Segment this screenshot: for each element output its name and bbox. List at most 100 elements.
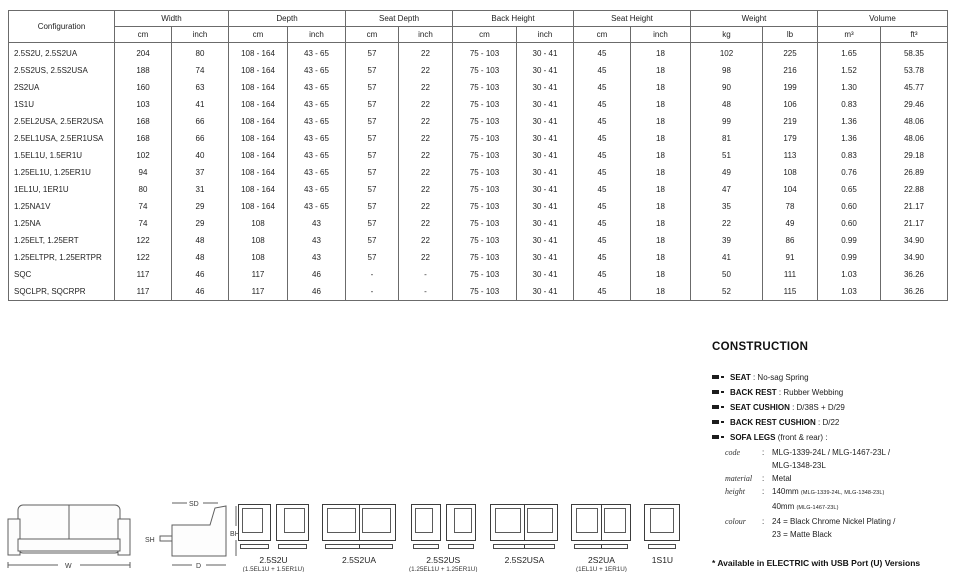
table-cell: 22 — [398, 113, 453, 130]
table-cell: 46 — [287, 283, 346, 301]
construction-item-label: BACK REST — [730, 388, 777, 397]
table-cell: 46 — [171, 266, 229, 283]
table-cell: 37 — [171, 164, 229, 181]
table-cell: 57 — [345, 62, 399, 79]
module-row — [410, 504, 476, 541]
table-cell: 18 — [630, 198, 691, 215]
config-cell: 1.25NA1V — [8, 198, 115, 215]
seat-cushion-right — [362, 508, 391, 533]
table-cell: 43 - 65 — [287, 198, 346, 215]
seat-cushion-left — [327, 508, 356, 533]
table-cell: 117 — [114, 266, 172, 283]
group-header-depth: Depth — [228, 10, 346, 27]
sofa-leg-value: 24 = Black Chrome Nickel Plating / 23 = M… — [772, 515, 895, 541]
table-cell: 1.03 — [817, 283, 881, 301]
sofa-leg-key: height — [725, 487, 745, 496]
table-cell: 30 - 41 — [516, 130, 574, 147]
table-cell: 45.77 — [880, 79, 948, 96]
table-cell: 75 - 103 — [452, 215, 517, 232]
table-cell: 30 - 41 — [516, 79, 574, 96]
table-row: 1EL1U, 1ER1U 80 31 108 - 164 43 - 65 57 22 75 -… — [8, 181, 948, 198]
base-divider-line — [359, 545, 360, 548]
single-module — [644, 504, 681, 541]
seat-cushion — [242, 508, 263, 533]
table-cell: 18 — [630, 232, 691, 249]
table-cell: 30 - 41 — [516, 147, 574, 164]
base-bar — [648, 544, 677, 549]
module-divider-line — [359, 504, 360, 541]
sofa-leg-value-main: Metal — [772, 474, 792, 483]
table-cell: 30 - 41 — [516, 96, 574, 113]
base-row — [493, 544, 556, 549]
sofa-leg-value-main: MLG-1348-23L — [772, 461, 826, 470]
table-cell: 108 — [762, 164, 818, 181]
config-cell: SQCLPR, SQCRPR — [8, 283, 115, 301]
table-cell: 0.76 — [817, 164, 881, 181]
table-cell: 21.17 — [880, 198, 948, 215]
base-bar — [574, 544, 629, 549]
base-bar — [493, 544, 556, 549]
config-diagram-2.5S2UA: 2.5S2UA — [322, 504, 396, 565]
table-cell: 1.36 — [817, 130, 881, 147]
table-cell: 48 — [171, 232, 229, 249]
back-height-dimension-label: BH — [230, 531, 240, 538]
table-cell: 108 — [228, 249, 288, 266]
table-row: 1S1U 103 41 108 - 164 43 - 65 57 22 75 - 103 30 … — [8, 96, 948, 113]
table-cell: 1.36 — [817, 113, 881, 130]
table-cell: 41 — [171, 96, 229, 113]
electric-footnote: * Available in ELECTRIC with USB Port (U… — [712, 558, 921, 568]
table-cell: 22 — [398, 181, 453, 198]
bullet-tip — [721, 391, 724, 393]
table-cell: 57 — [345, 215, 399, 232]
table-cell: 45 — [573, 283, 631, 301]
table-cell: 91 — [762, 249, 818, 266]
table-cell: 57 — [345, 79, 399, 96]
table-cell: - — [345, 283, 399, 301]
seat-cushion-right — [527, 508, 554, 533]
table-row: 2.5S2US, 2.5S2USA 188 74 108 - 164 43 - 65 57… — [8, 62, 948, 79]
seat-cushion — [650, 508, 675, 533]
table-cell: 63 — [171, 79, 229, 96]
config-diagram-1S1U: 1S1U — [644, 504, 681, 565]
table-cell: 94 — [114, 164, 172, 181]
table-cell: 18 — [630, 164, 691, 181]
module-divider-line — [524, 504, 526, 541]
sofa-leg-value-main: 40mm — [772, 502, 797, 511]
config-cell: 2.5S2U, 2.5S2UA — [8, 42, 115, 62]
group-header-seat-depth: Seat Depth — [345, 10, 453, 27]
seat-cushion-right — [604, 508, 627, 533]
sofa-leg-value-main: 140mm — [772, 487, 801, 496]
table-row: 2.5EL1USA, 2.5ER1USA 168 66 108 - 164 43 - 6… — [8, 130, 948, 147]
table-row: 2S2UA 160 63 108 - 164 43 - 65 57 22 75 - 103 30… — [8, 79, 948, 96]
table-cell: 75 - 103 — [452, 232, 517, 249]
unit-header: ft³ — [880, 26, 948, 43]
table-cell: 43 — [287, 232, 346, 249]
config-cell: 2.5EL1USA, 2.5ER1USA — [8, 130, 115, 147]
table-cell: 102 — [114, 147, 172, 164]
sofa-leg-key: material — [725, 474, 753, 483]
table-cell: 216 — [762, 62, 818, 79]
table-cell: 0.83 — [817, 147, 881, 164]
table-cell: 225 — [762, 42, 818, 62]
table-cell: 117 — [228, 266, 288, 283]
table-cell: 75 - 103 — [452, 62, 517, 79]
table-cell: 49 — [690, 164, 763, 181]
table-header: Configuration Width Depth Seat Depth Back He… — [8, 10, 948, 43]
table-cell: 52 — [690, 283, 763, 301]
table-cell: 108 - 164 — [228, 79, 288, 96]
group-header-seat-height: Seat Height — [573, 10, 691, 27]
table-cell: 117 — [228, 283, 288, 301]
table-row: 1.25NA 74 29 108 43 57 22 75 - 103 30 - 41 45 18 22… — [8, 215, 948, 232]
sofa-leg-value: Metal — [772, 472, 792, 485]
table-cell: 30 - 41 — [516, 283, 574, 301]
right-arm-module — [276, 504, 309, 541]
config-diagram-sublabel: (1.5EL1U + 1.5ER1U) — [242, 566, 305, 572]
base-bar — [240, 544, 269, 549]
table-cell: 18 — [630, 147, 691, 164]
group-header-weight: Weight — [690, 10, 818, 27]
table-cell: 46 — [287, 266, 346, 283]
construction-item-text: : No-sag Spring — [750, 373, 809, 382]
base-bar — [278, 544, 307, 549]
table-cell: 86 — [762, 232, 818, 249]
